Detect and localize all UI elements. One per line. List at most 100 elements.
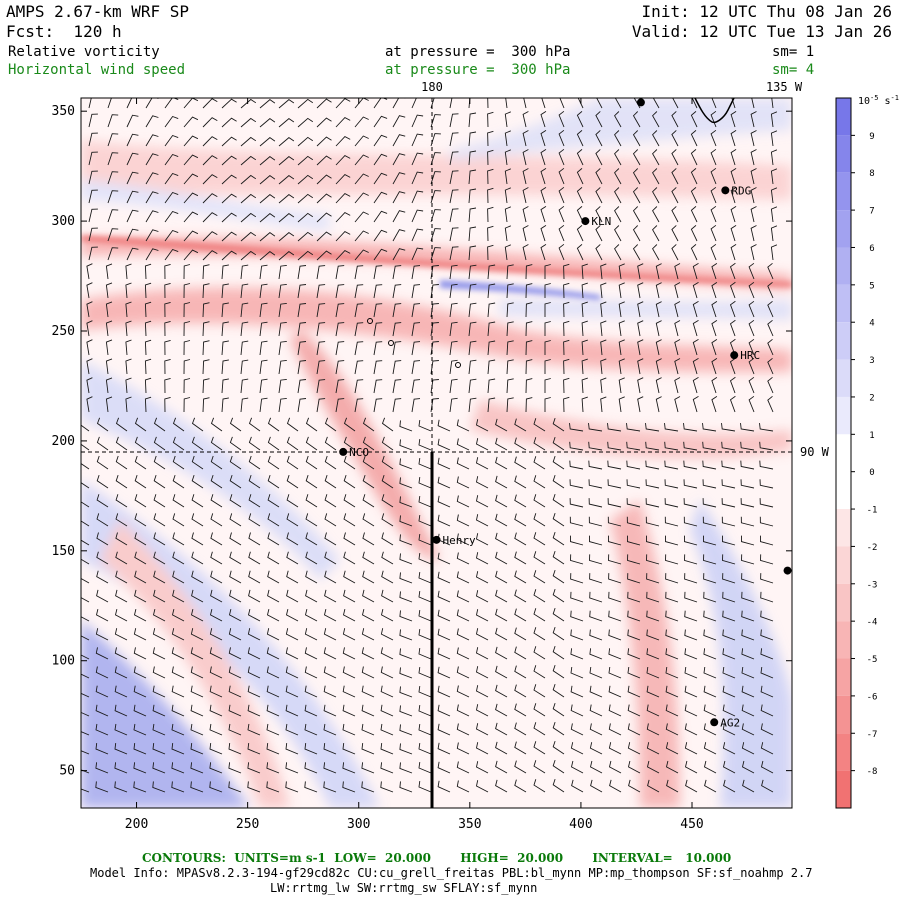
wind-barb [487,264,496,280]
wind-barb [380,762,394,774]
wind-barb [576,130,584,147]
wind-barb [144,358,152,375]
wind-barb [684,760,698,774]
wind-barb [588,498,603,508]
wind-barb [145,134,159,147]
wind-barb [126,114,139,128]
meridian-label-135w: 135 W [766,80,803,94]
wind-barb [297,398,307,413]
wind-barb [495,608,508,622]
wind-barb [190,704,204,717]
wind-barb [191,551,204,565]
wind-barb [563,339,570,356]
stations: RDG KLN HRC NCO Henry AG2 [339,98,792,729]
wind-barb [456,514,470,527]
wind-barb [665,760,679,774]
wind-barb [702,460,717,470]
wind-barb [487,283,496,299]
wind-barb [305,455,318,470]
wind-barb [380,628,394,641]
wind-barb [304,743,318,755]
wind-barb [581,301,588,318]
wind-barb [278,251,295,261]
wind-barb [267,589,280,603]
model-info: Model Info: MPASv8.2.3-194-gf29cd82c CU:… [90,866,813,880]
colorbar-label: -1 [867,506,878,516]
wind-barb [164,98,179,109]
wind-barb [335,250,351,261]
wind-barb [354,192,369,204]
wind-barb [202,117,218,128]
wind-barb [286,513,299,527]
colorbar-segment [836,546,851,584]
wind-barb [722,704,736,717]
wind-barb [229,589,242,603]
wind-barb [316,322,326,337]
field2-smoothing: sm= 4 [772,62,815,78]
wind-barb [570,573,584,584]
wind-barb [664,441,679,451]
wind-barb [316,284,326,299]
wind-barb [418,458,432,470]
colorbar-label: 2 [869,393,874,403]
wind-barb [354,322,364,337]
wind-barb [190,762,204,774]
wind-barb [86,282,93,299]
wind-barb [588,516,603,527]
wind-barb [411,398,421,413]
wind-barb [266,743,280,755]
wind-barb [88,246,98,261]
wind-barb [96,551,109,565]
wind-barb [304,647,318,660]
wind-barb [729,395,736,413]
wind-barb [475,495,489,508]
wind-barb [105,358,113,375]
wind-barb [221,231,237,242]
wind-barb [297,174,314,185]
wind-barb [750,244,757,261]
wind-barb [304,781,318,793]
wind-barb [81,616,90,622]
wind-barb [373,360,383,375]
wind-barb [362,589,375,603]
wind-barb [430,284,439,299]
wind-barb [399,610,413,622]
wind-barb [487,302,496,318]
wind-barb [626,479,641,489]
map-overlay [81,97,792,808]
wind-barb [95,647,109,660]
wind-barb [305,513,318,527]
field2-level: at pressure = 300 hPa [385,62,571,78]
wind-barb [711,339,718,356]
wind-barb [683,441,698,451]
wind-barb [81,654,90,660]
wind-barb [646,666,660,679]
wind-barb [576,187,584,204]
wind-barb [171,704,185,717]
wind-barb [589,742,603,755]
wind-barb [324,551,337,565]
wind-barb [627,591,641,603]
wind-barb [221,340,229,356]
wind-barb [316,155,332,166]
wind-barb [722,666,736,679]
wind-barb [418,534,432,546]
wind-barb [645,516,660,527]
wind-barb [475,704,489,717]
wind-barb [487,225,494,242]
wind-barb [741,610,755,622]
wind-barb [655,358,662,375]
wind-barb [722,629,736,641]
wind-barb [259,283,268,299]
wind-barb [316,193,332,204]
wind-barb [468,112,477,128]
wind-barb [690,130,698,147]
wind-barb [475,438,489,451]
wind-barb [114,743,128,755]
wind-barb [674,377,681,394]
wind-barb [449,397,458,413]
wind-barb [570,591,584,603]
wind-barb [437,761,451,774]
wind-barb [525,302,533,318]
wind-barb [248,570,261,584]
